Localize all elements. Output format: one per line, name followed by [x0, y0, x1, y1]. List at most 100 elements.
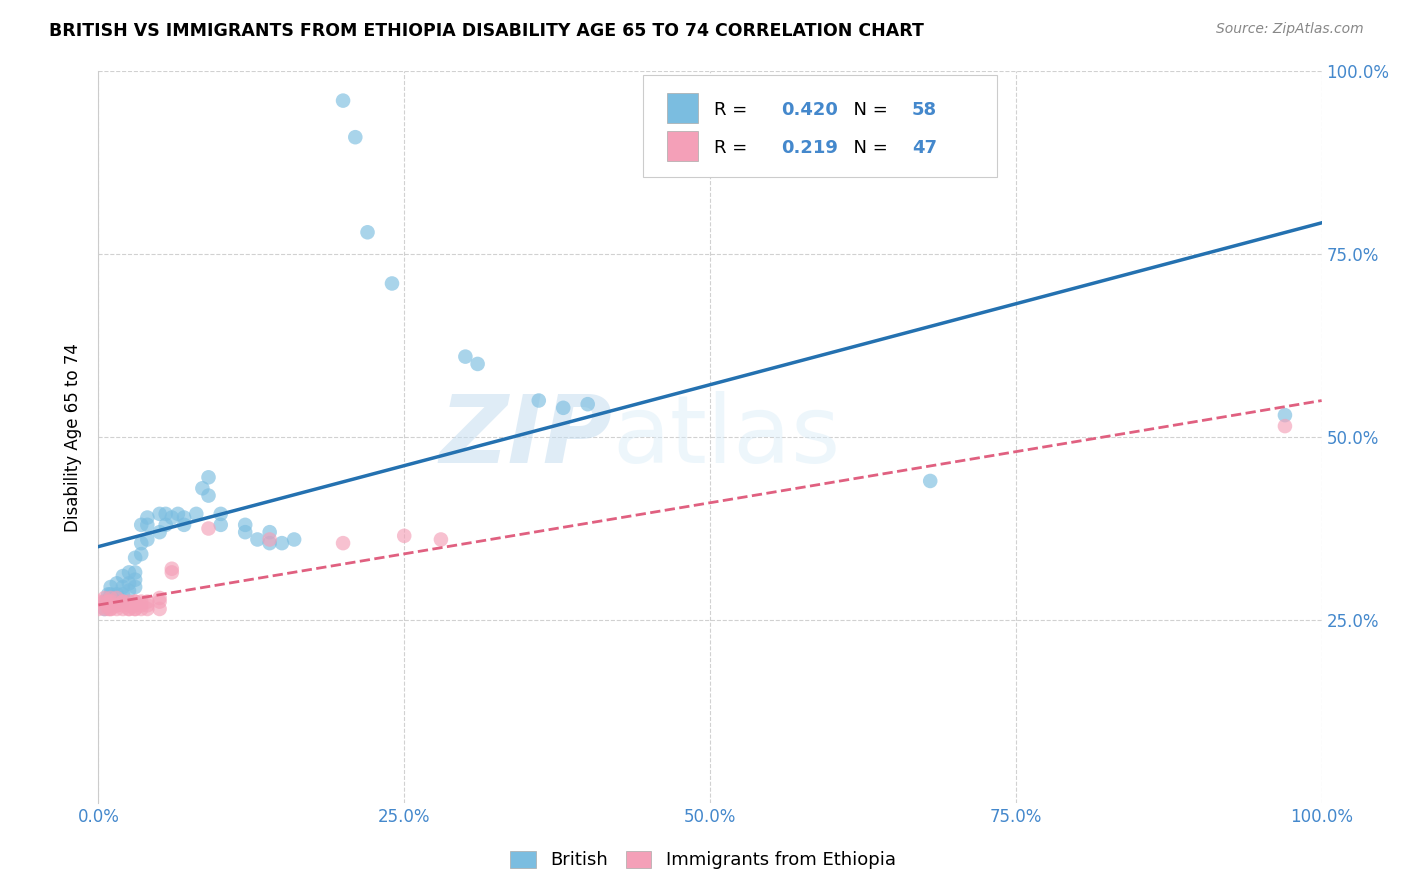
Point	[93, 591, 115, 605]
Point	[100, 602, 122, 616]
Point	[105, 599, 128, 613]
Point	[167, 507, 190, 521]
Point	[136, 594, 159, 608]
Point	[149, 594, 172, 608]
Point	[209, 507, 232, 521]
Point	[111, 599, 134, 613]
Text: R =: R =	[714, 101, 752, 120]
Point	[105, 599, 128, 613]
Point	[197, 470, 219, 484]
Point	[111, 594, 134, 608]
Point	[124, 594, 146, 608]
Point	[118, 576, 141, 591]
Point	[129, 602, 152, 616]
Point	[87, 602, 110, 616]
Point	[118, 602, 141, 616]
Point	[173, 510, 195, 524]
Point	[430, 533, 453, 547]
Point	[149, 591, 172, 605]
Legend: British, Immigrants from Ethiopia: British, Immigrants from Ethiopia	[502, 842, 904, 879]
Text: 0.420: 0.420	[780, 101, 838, 120]
Point	[100, 591, 122, 605]
Point	[105, 576, 128, 591]
Point	[124, 550, 146, 565]
Point	[118, 602, 141, 616]
Point	[332, 536, 354, 550]
FancyBboxPatch shape	[668, 130, 697, 161]
Point	[344, 130, 367, 145]
Point	[155, 517, 177, 532]
Point	[105, 594, 128, 608]
Point	[270, 536, 294, 550]
Point	[124, 602, 146, 616]
Point	[111, 594, 134, 608]
Point	[392, 529, 416, 543]
Text: R =: R =	[714, 139, 752, 157]
Point	[136, 517, 159, 532]
Point	[233, 525, 256, 540]
Point	[467, 357, 489, 371]
Point	[124, 594, 146, 608]
Text: BRITISH VS IMMIGRANTS FROM ETHIOPIA DISABILITY AGE 65 TO 74 CORRELATION CHART: BRITISH VS IMMIGRANTS FROM ETHIOPIA DISA…	[49, 22, 924, 40]
Point	[118, 599, 141, 613]
Point	[105, 587, 128, 601]
Point	[920, 474, 942, 488]
Point	[124, 599, 146, 613]
Point	[129, 536, 152, 550]
Point	[1274, 419, 1296, 434]
Point	[100, 587, 122, 601]
Point	[209, 517, 232, 532]
Point	[197, 489, 219, 503]
Text: 47: 47	[912, 139, 936, 157]
Point	[149, 525, 172, 540]
Text: Source: ZipAtlas.com: Source: ZipAtlas.com	[1216, 22, 1364, 37]
Point	[1274, 408, 1296, 422]
Text: 58: 58	[912, 101, 936, 120]
Point	[93, 602, 115, 616]
Point	[97, 587, 120, 601]
Point	[100, 602, 122, 616]
FancyBboxPatch shape	[643, 75, 997, 178]
Point	[97, 594, 120, 608]
Point	[97, 599, 120, 613]
Point	[93, 594, 115, 608]
Point	[160, 510, 183, 524]
Point	[124, 602, 146, 616]
Text: atlas: atlas	[612, 391, 841, 483]
Point	[259, 536, 281, 550]
Point	[160, 566, 183, 580]
Point	[454, 350, 477, 364]
Point	[97, 602, 120, 616]
Point	[111, 587, 134, 601]
Point	[136, 510, 159, 524]
Point	[332, 94, 354, 108]
Text: N =: N =	[842, 139, 894, 157]
Point	[100, 580, 122, 594]
Point	[93, 602, 115, 616]
Point	[100, 594, 122, 608]
Point	[118, 583, 141, 598]
Point	[233, 517, 256, 532]
Point	[136, 599, 159, 613]
FancyBboxPatch shape	[668, 93, 697, 123]
Point	[197, 521, 219, 535]
Point	[129, 517, 152, 532]
Point	[191, 481, 214, 495]
Point	[111, 569, 134, 583]
Point	[173, 517, 195, 532]
Point	[136, 602, 159, 616]
Point	[118, 594, 141, 608]
Point	[105, 591, 128, 605]
Point	[111, 580, 134, 594]
Point	[129, 594, 152, 608]
Point	[356, 225, 378, 239]
Text: N =: N =	[842, 101, 894, 120]
Point	[124, 573, 146, 587]
Point	[576, 397, 599, 411]
Point	[129, 599, 152, 613]
Point	[527, 393, 550, 408]
Point	[111, 594, 134, 608]
Point	[124, 580, 146, 594]
Point	[381, 277, 404, 291]
Point	[100, 599, 122, 613]
